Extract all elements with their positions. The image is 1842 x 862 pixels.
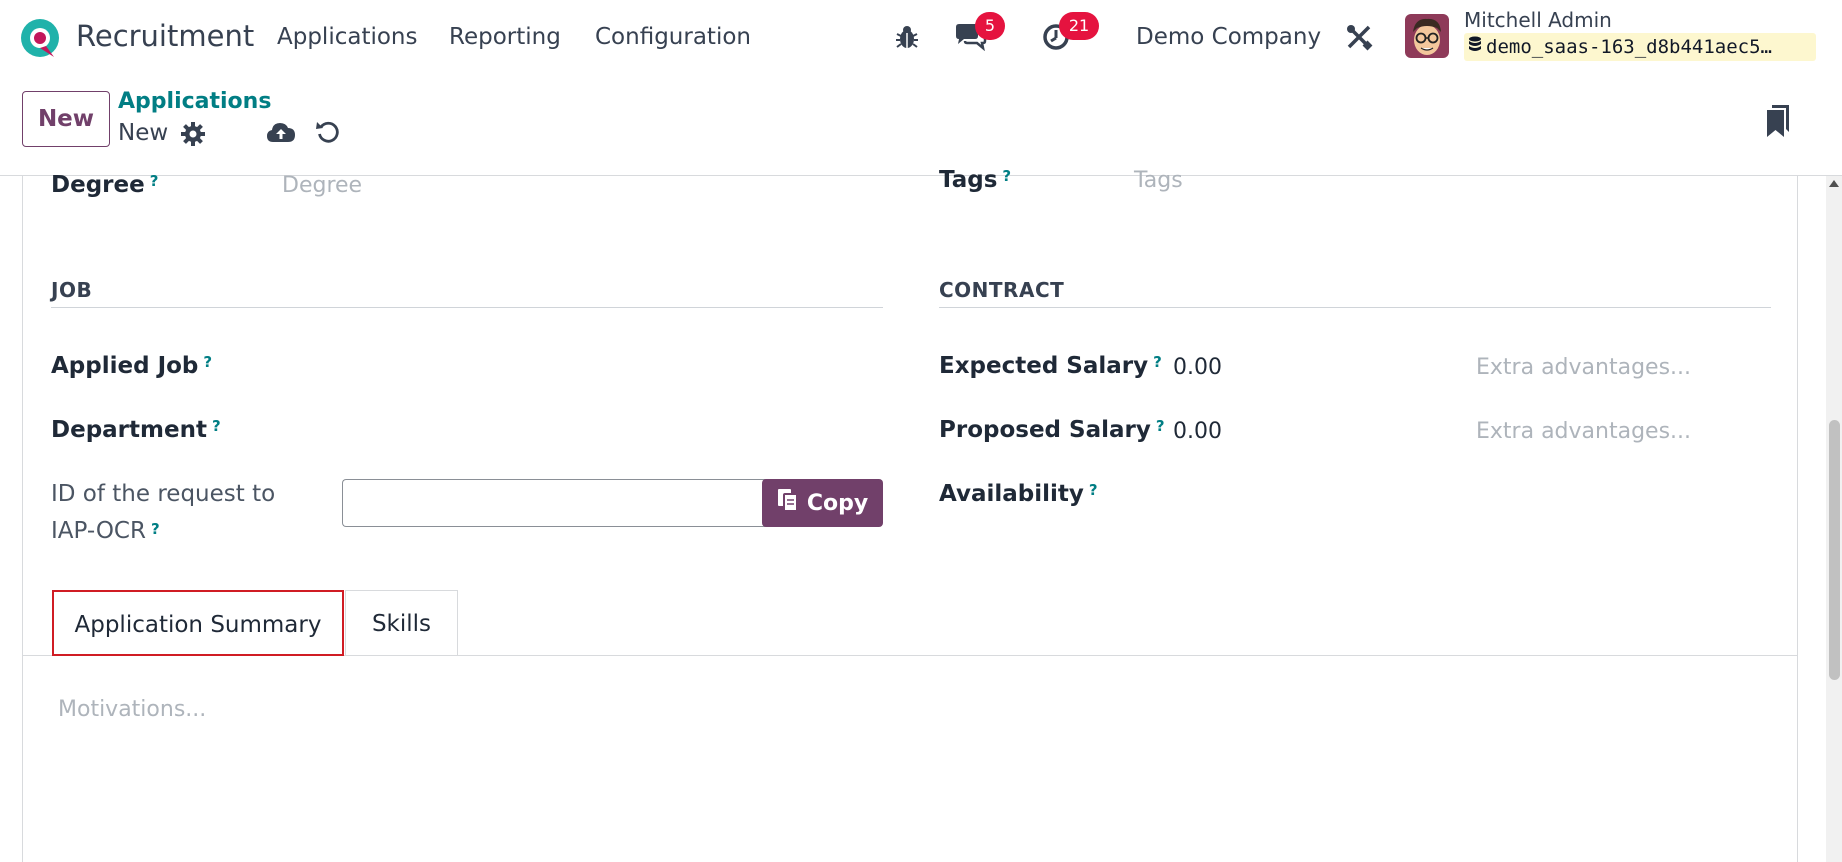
activities-count-badge: 21 (1059, 12, 1099, 40)
department-label: Department? (51, 417, 221, 443)
breadcrumb-applications[interactable]: Applications (118, 89, 272, 114)
tab-application-summary[interactable]: Application Summary (52, 590, 344, 656)
tabs-divider (22, 655, 1798, 656)
record-title: New (118, 120, 169, 146)
bug-icon[interactable] (893, 20, 921, 54)
recruitment-logo-icon[interactable] (20, 18, 60, 58)
tags-label: Tags? (939, 167, 1012, 193)
gear-icon[interactable] (180, 121, 206, 147)
availability-label: Availability? (939, 481, 1098, 507)
app-name[interactable]: Recruitment (76, 19, 255, 53)
copy-button-label: Copy (806, 490, 869, 516)
tools-icon[interactable] (1344, 20, 1374, 54)
database-chip[interactable]: demo_saas-163_d8b441aec5… (1464, 33, 1816, 61)
proposed-salary-extra-input[interactable]: Extra advantages... (1476, 419, 1692, 444)
new-record-button[interactable]: New (22, 91, 110, 147)
menu-reporting[interactable]: Reporting (449, 24, 561, 50)
cloud-upload-icon[interactable] (266, 117, 296, 147)
copy-icon (777, 488, 799, 518)
job-section-divider (51, 307, 883, 308)
proposed-salary-input[interactable]: 0.00 (1173, 419, 1222, 444)
top-navbar: Recruitment Applications Reporting Confi… (0, 0, 1842, 73)
scrollbar-thumb[interactable] (1829, 420, 1840, 680)
user-name[interactable]: Mitchell Admin (1464, 8, 1612, 32)
copy-button[interactable]: Copy (762, 479, 883, 527)
control-panel: New Applications New (0, 73, 1842, 176)
expected-salary-extra-input[interactable]: Extra advantages... (1476, 355, 1692, 380)
database-icon (1468, 34, 1482, 62)
bookmark-icon[interactable] (1764, 103, 1792, 139)
degree-input[interactable]: Degree (282, 173, 363, 198)
company-switcher[interactable]: Demo Company (1136, 24, 1322, 50)
proposed-salary-label: Proposed Salary? (939, 417, 1165, 443)
expected-salary-input[interactable]: 0.00 (1173, 355, 1222, 380)
tab-skills[interactable]: Skills (345, 590, 458, 655)
iap-ocr-label-line2: IAP-OCR? (51, 518, 160, 544)
user-avatar[interactable] (1405, 14, 1449, 58)
iap-ocr-label-line1: ID of the request to (51, 481, 276, 507)
menu-applications[interactable]: Applications (277, 24, 418, 50)
menu-configuration[interactable]: Configuration (595, 24, 751, 50)
tags-input[interactable]: Tags (1134, 168, 1183, 193)
expected-salary-label: Expected Salary? (939, 353, 1162, 379)
degree-label: Degree? (51, 172, 159, 198)
messages-count-badge: 5 (975, 12, 1005, 40)
undo-icon[interactable] (314, 117, 342, 147)
contract-section-divider (939, 307, 1771, 308)
contract-section-title: CONTRACT (939, 278, 1065, 302)
job-section-title: JOB (51, 278, 93, 302)
database-name: demo_saas-163_d8b441aec5… (1486, 36, 1772, 58)
applied-job-label: Applied Job? (51, 353, 213, 379)
scroll-up-arrow-icon[interactable] (1829, 180, 1839, 187)
form-sheet (22, 176, 1798, 862)
iap-ocr-request-id-field[interactable] (342, 479, 772, 527)
motivations-editor[interactable]: Motivations... (58, 697, 207, 722)
